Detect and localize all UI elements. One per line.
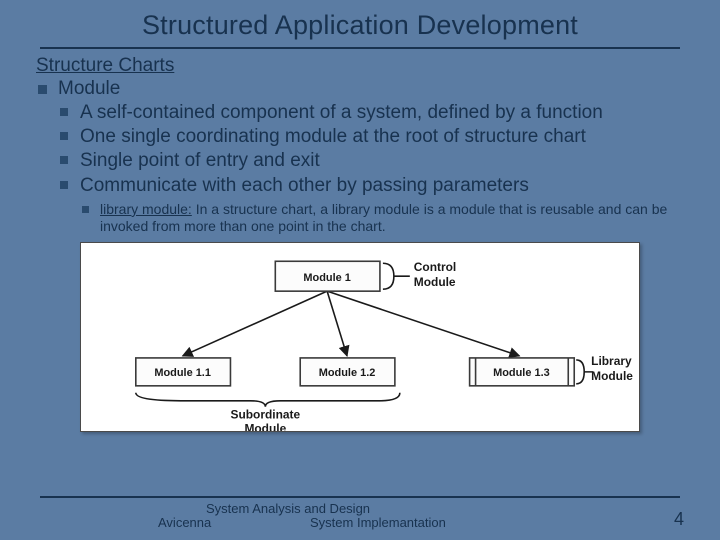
bullet-list-lvl3: library module: In a structure chart, a … [58, 201, 684, 236]
edge [183, 291, 327, 356]
edge [327, 291, 347, 356]
list-item: One single coordinating module at the ro… [58, 125, 684, 148]
structure-chart-svg: Module 1 Control Module Module 1.1 Modul… [81, 243, 639, 431]
footer-author: Avicenna [158, 515, 211, 530]
footer-divider [40, 496, 680, 498]
list-item: Module A self-contained component of a s… [36, 78, 684, 236]
module-label: Module 1.2 [319, 367, 376, 379]
module-label: Module [58, 78, 120, 99]
slide-title: Structured Application Development [0, 0, 720, 47]
list-item: library module: In a structure chart, a … [80, 201, 684, 236]
content-area: Structure Charts Module A self-contained… [0, 55, 720, 432]
module-label-root: Module 1 [303, 272, 350, 284]
module-label: Module 1.3 [493, 367, 550, 379]
list-item: A self-contained component of a system, … [58, 101, 684, 124]
brace-control [383, 263, 410, 289]
structure-chart-figure: Module 1 Control Module Module 1.1 Modul… [80, 242, 640, 432]
brace-subordinate [136, 392, 400, 406]
page-number: 4 [674, 509, 684, 530]
footer-course-line2: System Implemantation [310, 515, 446, 530]
subordinate-label-2: Module [244, 421, 286, 430]
section-header: Structure Charts [36, 55, 684, 77]
edge [327, 291, 519, 356]
subordinate-label-1: Subordinate [231, 407, 301, 421]
list-item: Communicate with each other by passing p… [58, 174, 684, 197]
library-label-1: Library [591, 354, 632, 368]
title-underline [40, 47, 680, 49]
bullet-list-lvl2: A self-contained component of a system, … [58, 101, 684, 197]
bullet-list-lvl1: Module A self-contained component of a s… [36, 78, 684, 236]
module-label: Module 1.1 [154, 367, 211, 379]
footer-course-line1: System Analysis and Design [206, 501, 370, 516]
slide: Structured Application Development Struc… [0, 0, 720, 540]
list-item: Single point of entry and exit [58, 149, 684, 172]
library-term: library module: [100, 201, 192, 217]
control-label-1: Control [414, 260, 456, 274]
control-label-2: Module [414, 275, 456, 289]
library-label-2: Module [591, 369, 633, 383]
